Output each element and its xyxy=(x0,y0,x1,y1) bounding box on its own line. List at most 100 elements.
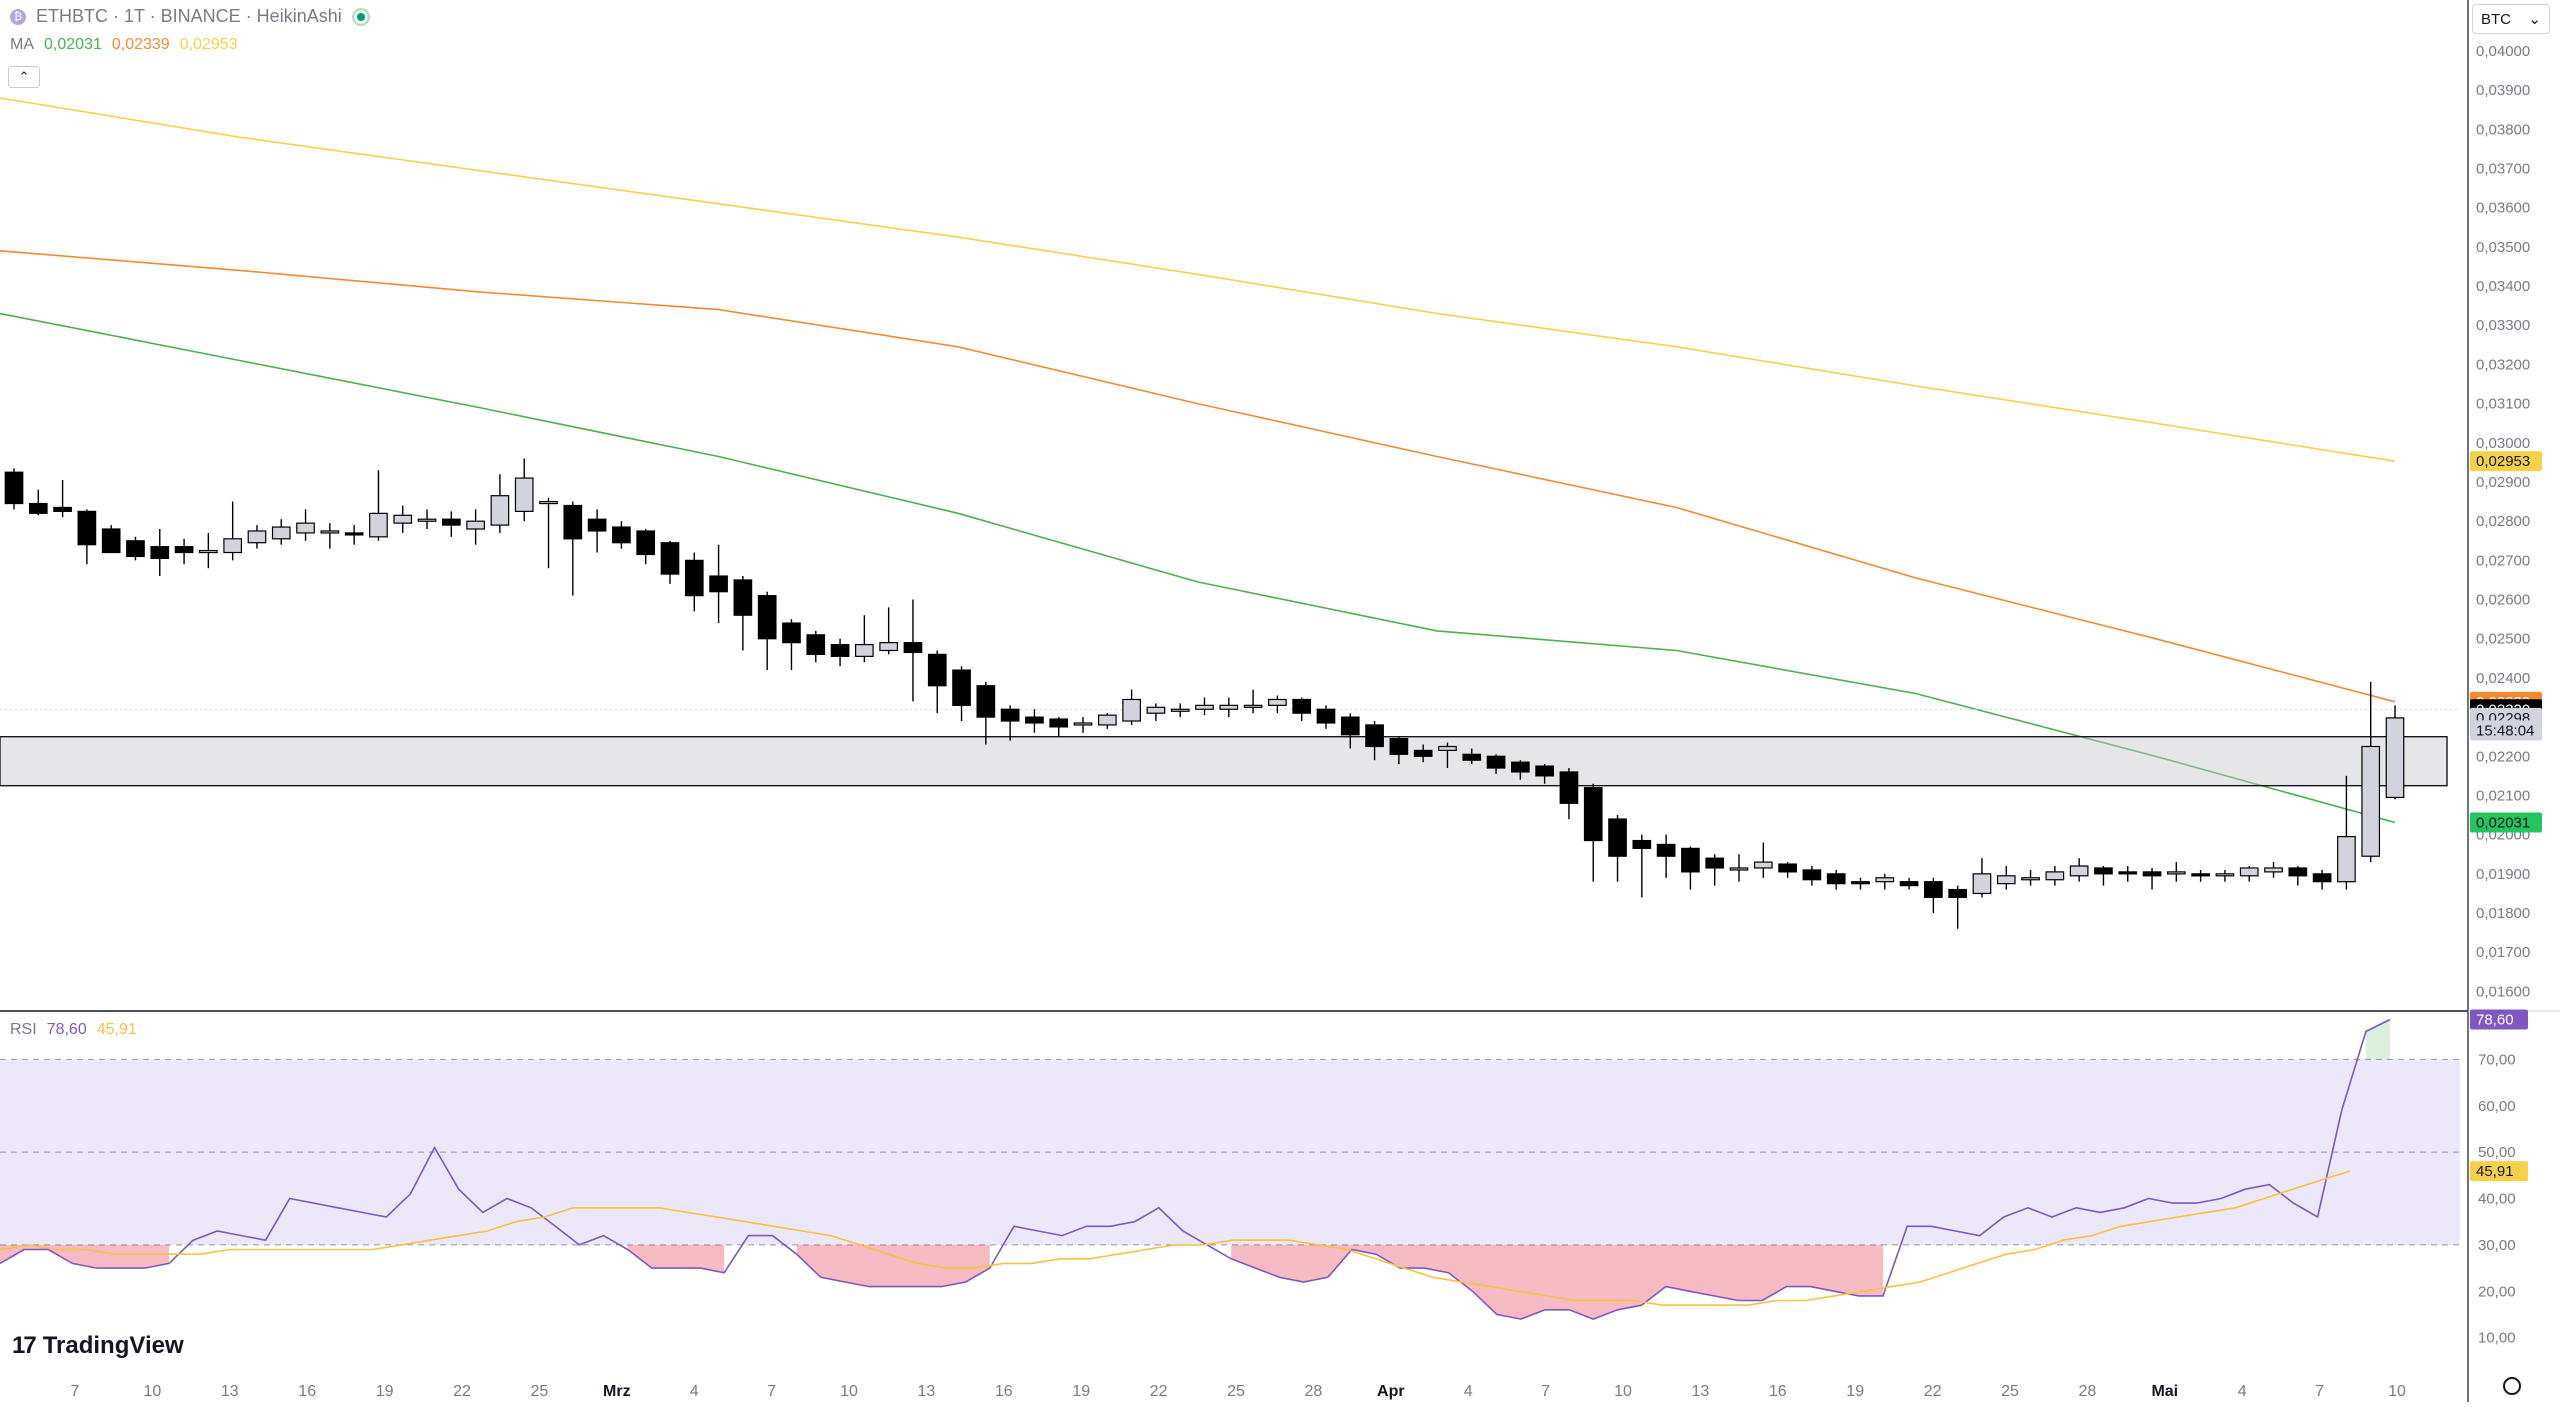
candle-body xyxy=(806,634,826,656)
time-axis-tick: 4 xyxy=(2238,1383,2247,1400)
candle-body xyxy=(126,540,145,558)
price-axis-tick: 0,03200 xyxy=(2476,356,2530,373)
candle-body xyxy=(1656,843,1676,857)
rsi-overbought-fill xyxy=(2365,1019,2390,1060)
candle-body xyxy=(1535,765,1554,777)
time-axis-tick: Apr xyxy=(1377,1383,1405,1400)
ma-label: MA xyxy=(10,36,34,53)
candle xyxy=(879,607,898,655)
candle xyxy=(684,552,704,612)
price-axis-tick: 0,02400 xyxy=(2476,670,2530,687)
candle-body xyxy=(1122,698,1141,722)
candle xyxy=(539,497,558,569)
settings-gear-icon[interactable] xyxy=(2503,1377,2521,1395)
candle xyxy=(2045,866,2065,886)
rsi-value: 78,60 xyxy=(46,1021,87,1038)
candle-body xyxy=(1705,857,1725,869)
candle-body xyxy=(1219,704,1239,710)
candle xyxy=(636,529,656,565)
ma-long-line xyxy=(0,97,2396,462)
candle-body xyxy=(1243,704,1263,708)
time-axis-tick: 10 xyxy=(840,1383,858,1400)
candle-body xyxy=(1170,708,1190,712)
candle-body xyxy=(2264,867,2283,873)
price-axis-tick: 0,02700 xyxy=(2476,552,2530,569)
candle xyxy=(2191,869,2210,882)
time-axis-tick: Mrz xyxy=(603,1383,631,1400)
candle-body xyxy=(709,575,728,593)
rsi-oversold-fill xyxy=(627,1244,725,1273)
rsi-ma-line xyxy=(0,1170,2351,1306)
candle-body xyxy=(1340,716,1360,736)
rsi-legend[interactable]: RSI 78,60 45,91 xyxy=(10,1021,137,1039)
candle xyxy=(612,521,631,549)
candle xyxy=(1851,877,1870,890)
time-axis-tick: 4 xyxy=(1464,1383,1473,1400)
candle-body xyxy=(101,528,121,554)
candle xyxy=(441,511,461,537)
candle xyxy=(1486,754,1506,774)
candle xyxy=(1899,877,1919,890)
candle-body xyxy=(417,518,437,522)
candle-body xyxy=(1681,847,1700,873)
candle-body xyxy=(1097,714,1117,726)
candle xyxy=(223,501,243,561)
candle xyxy=(490,474,510,533)
candle xyxy=(2142,867,2162,890)
candle xyxy=(1146,703,1166,722)
candle xyxy=(466,509,485,545)
candle xyxy=(1511,760,1530,780)
candle-body xyxy=(1729,867,1749,871)
candle-body xyxy=(1559,771,1579,804)
candle xyxy=(1462,748,1482,765)
candle xyxy=(1316,705,1336,729)
ma-legend[interactable]: MA 0,02031 0,02339 0,02953 xyxy=(10,36,238,54)
currency-value: BTC xyxy=(2481,10,2511,28)
collapse-legend-button[interactable]: ⌃ xyxy=(8,66,40,88)
time-axis-tick: 25 xyxy=(531,1383,549,1400)
candle-body xyxy=(1996,875,2016,885)
time-axis-tick: 22 xyxy=(1924,1383,1942,1400)
candle-body xyxy=(296,522,315,534)
time-axis-tick: 7 xyxy=(1541,1383,1550,1400)
candle-body xyxy=(612,526,631,544)
candle xyxy=(101,525,121,554)
rsi-oversold-fill xyxy=(796,1244,990,1287)
candle xyxy=(855,615,874,663)
price-label-text: 15:48:04 xyxy=(2476,722,2534,739)
price-label-text: 0,02953 xyxy=(2476,453,2530,470)
candle-body xyxy=(1583,787,1603,842)
time-axis-tick: 10 xyxy=(1614,1383,1632,1400)
candle xyxy=(28,489,48,516)
candle-body xyxy=(490,495,510,526)
candle xyxy=(2361,681,2381,863)
candle xyxy=(2069,858,2089,882)
price-axis-tick: 0,03300 xyxy=(2476,317,2530,334)
rsi-value-label-bg xyxy=(2470,1009,2528,1030)
tradingview-logo[interactable]: 17 TradingView xyxy=(12,1332,184,1360)
candle xyxy=(563,501,583,596)
candle-body xyxy=(563,504,583,540)
currency-selector[interactable]: BTC ⌄ xyxy=(2472,4,2550,34)
candle xyxy=(2021,869,2040,886)
candle-body xyxy=(1462,753,1482,761)
tradingview-wordmark: TradingView xyxy=(42,1332,184,1359)
symbol-legend[interactable]: ₿ ETHBTC · 1T · BINANCE · HeikinAshi xyxy=(10,6,370,27)
candle-body xyxy=(1778,863,1797,873)
candle xyxy=(393,505,413,533)
candle xyxy=(1292,697,1312,722)
candle-body xyxy=(369,512,388,538)
candle xyxy=(1778,862,1797,878)
time-axis-tick: 19 xyxy=(1846,1383,1864,1400)
price-axis-tick: 0,03800 xyxy=(2476,121,2530,138)
symbol-title[interactable]: ETHBTC · 1T · BINANCE · HeikinAshi xyxy=(36,6,342,26)
time-axis-tick: 16 xyxy=(995,1383,1013,1400)
rsi-axis-tick: 10,00 xyxy=(2478,1330,2516,1347)
candle xyxy=(2166,862,2186,882)
candle xyxy=(1753,842,1773,878)
candle xyxy=(587,509,607,553)
candle xyxy=(1243,689,1263,714)
candle-body xyxy=(344,532,364,536)
